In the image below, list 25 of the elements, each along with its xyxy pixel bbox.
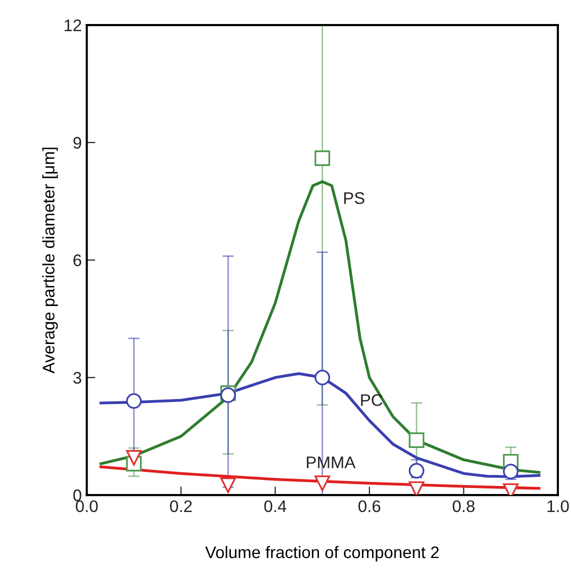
x-tick-label: 0.2 bbox=[170, 500, 192, 512]
y-tick-label: 6 bbox=[74, 254, 82, 266]
annotation: PS bbox=[344, 192, 364, 204]
point bbox=[408, 432, 424, 448]
y-tick-label: 0 bbox=[73, 489, 82, 502]
x-tick-label: 0.0 bbox=[76, 500, 98, 512]
y-tick-label: 9 bbox=[73, 136, 82, 149]
y-tick-label: 12 bbox=[64, 19, 82, 32]
annotation: PMMA bbox=[306, 456, 356, 468]
point bbox=[126, 450, 142, 466]
y-tick-label: 3 bbox=[73, 372, 82, 384]
x-tick-label: 0.6 bbox=[358, 500, 380, 512]
annotation: PC bbox=[361, 394, 382, 406]
point bbox=[220, 477, 236, 494]
point bbox=[408, 462, 424, 479]
x-tick-label: 1.0 bbox=[548, 500, 569, 512]
point bbox=[314, 476, 330, 492]
y-axis-title: Average particle diameter [μm] bbox=[42, 148, 58, 374]
point bbox=[314, 150, 330, 166]
point bbox=[314, 370, 330, 386]
point bbox=[126, 393, 142, 409]
point bbox=[408, 481, 424, 496]
x-tick-label: 0.4 bbox=[264, 500, 286, 512]
x-axis-title: Volume fraction of component 2 bbox=[205, 546, 439, 562]
x-tick-label: 0.8 bbox=[452, 500, 475, 512]
